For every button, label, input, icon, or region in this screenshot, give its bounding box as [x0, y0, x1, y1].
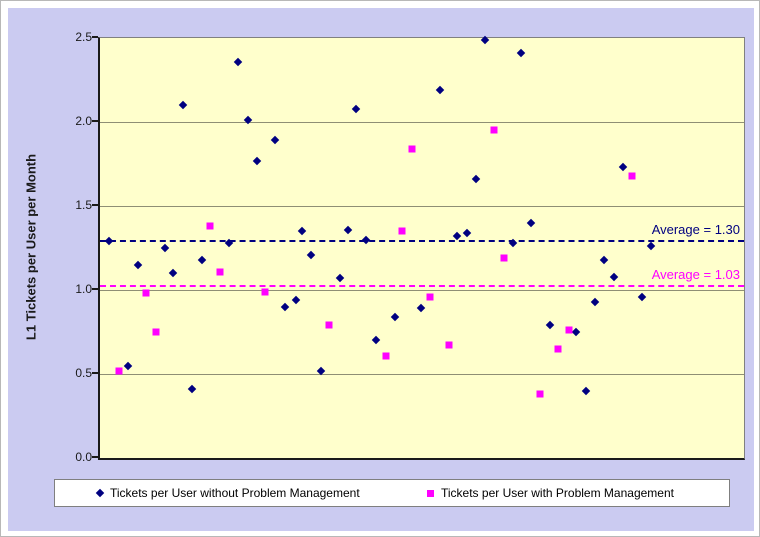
data-point-diamond	[280, 302, 290, 312]
data-point-square	[398, 227, 406, 235]
data-point-diamond	[343, 225, 353, 234]
legend-label-without-pm: Tickets per User without Problem Managem…	[110, 486, 360, 500]
data-point-diamond	[104, 237, 114, 246]
legend-entry-without-pm: Tickets per User without Problem Managem…	[95, 480, 360, 506]
data-point-diamond	[590, 297, 600, 306]
data-point-square	[325, 321, 333, 329]
data-point-diamond	[471, 174, 481, 184]
plot-area: Average = 1.30 Average = 1.03	[98, 35, 745, 460]
data-point-square	[382, 352, 390, 360]
data-point-diamond	[435, 85, 445, 95]
data-point-diamond	[526, 218, 536, 228]
data-point-square	[536, 390, 544, 398]
data-point-diamond	[335, 273, 345, 283]
gridline	[100, 290, 744, 291]
data-point-diamond	[168, 268, 178, 278]
data-point-square	[500, 254, 508, 262]
data-point-diamond	[352, 104, 361, 113]
y-tick-mark	[92, 204, 98, 206]
data-point-diamond	[197, 255, 206, 264]
data-point-square	[426, 293, 434, 301]
y-tick-label: 1.5	[75, 198, 92, 212]
data-point-square	[490, 126, 498, 134]
y-tick-mark	[92, 456, 98, 458]
gridline	[100, 374, 744, 375]
diamond-marker-icon	[95, 488, 105, 498]
data-point-diamond	[462, 228, 472, 238]
data-point-square	[261, 288, 269, 296]
data-point-diamond	[252, 156, 262, 165]
data-point-square	[152, 328, 160, 336]
data-point-square	[565, 326, 573, 334]
legend-label-with-pm: Tickets per User with Problem Management	[441, 486, 674, 500]
data-point-diamond	[178, 100, 188, 110]
data-point-diamond	[581, 386, 591, 396]
data-point-diamond	[187, 384, 197, 394]
y-tick-mark	[92, 372, 98, 374]
data-point-diamond	[372, 336, 381, 345]
data-point-diamond	[243, 116, 253, 125]
data-point-diamond	[647, 242, 656, 251]
data-point-square	[554, 345, 562, 353]
y-tick-mark	[92, 288, 98, 290]
chart-panel: L1 Tickets per User per Month 2.5 2.0 1.5 1…	[8, 8, 754, 531]
average-annotation-with-pm: Average = 1.03	[651, 266, 740, 282]
average-annotation-without-pm: Average = 1.30	[651, 221, 740, 237]
data-point-square	[142, 289, 150, 297]
data-point-diamond	[516, 48, 526, 58]
gridline	[100, 122, 744, 123]
data-point-diamond	[291, 295, 301, 305]
legend-entry-with-pm: Tickets per User with Problem Management	[427, 480, 674, 506]
data-point-square	[408, 145, 416, 153]
data-point-diamond	[480, 35, 490, 44]
y-tick-label: 2.0	[75, 114, 92, 128]
data-point-square	[628, 172, 636, 180]
data-point-diamond	[416, 304, 425, 313]
data-point-diamond	[306, 250, 316, 259]
data-point-diamond	[600, 255, 609, 264]
data-point-diamond	[571, 327, 581, 337]
data-point-diamond	[609, 272, 619, 281]
data-point-square	[216, 268, 224, 276]
y-axis-title: L1 Tickets per User per Month	[23, 153, 39, 341]
data-point-diamond	[160, 243, 170, 253]
data-point-diamond	[390, 312, 400, 322]
data-point-diamond	[133, 260, 143, 270]
data-point-square	[206, 222, 214, 230]
data-point-diamond	[297, 226, 307, 236]
average-line-without-pm	[100, 239, 744, 242]
legend: Tickets per User without Problem Managem…	[54, 479, 730, 507]
data-point-diamond	[233, 57, 243, 66]
data-point-diamond	[123, 361, 132, 370]
average-line-with-pm	[100, 284, 744, 287]
y-tick-mark	[92, 120, 98, 122]
data-point-diamond	[618, 163, 628, 172]
data-point-square	[115, 367, 123, 375]
data-point-square	[445, 341, 453, 349]
y-tick-label: 2.5	[75, 30, 92, 44]
y-tick-label: 1.0	[75, 282, 92, 296]
gridline	[100, 206, 744, 207]
data-point-diamond	[637, 292, 647, 301]
data-point-diamond	[270, 136, 280, 145]
y-tick-label: 0.5	[75, 366, 92, 380]
y-tick-label: 0.0	[75, 450, 92, 464]
y-tick-mark	[92, 36, 98, 38]
data-point-diamond	[361, 235, 371, 244]
data-point-diamond	[545, 321, 555, 330]
square-marker-icon	[427, 489, 434, 497]
